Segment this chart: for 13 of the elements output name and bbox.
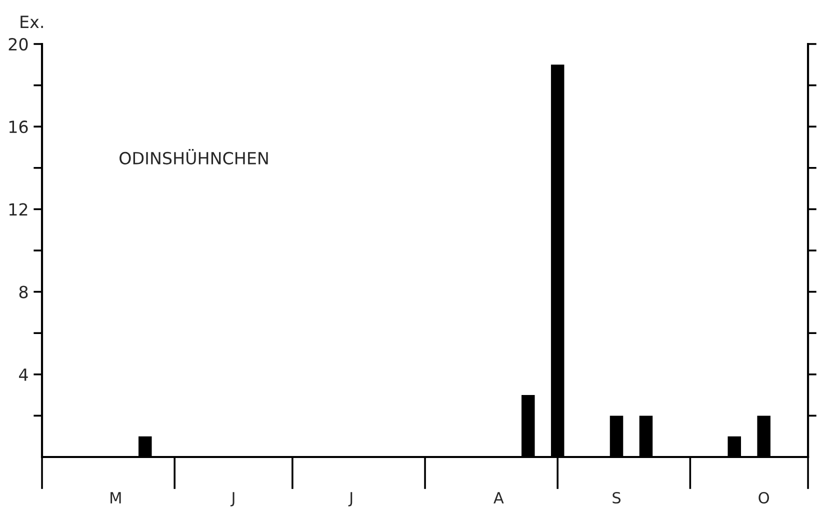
y-tick-label: 20 (8, 38, 28, 51)
y-tick-label: 16 (9, 120, 28, 134)
y-tick-label: 8 (19, 286, 28, 298)
x-tick-label: S (612, 492, 621, 504)
y-tick-label: 4 (19, 368, 28, 381)
x-tick-label: J (348, 492, 352, 506)
text: ODINSHÜHNCHEN (120, 149, 268, 164)
x-tick-label: O (758, 492, 769, 504)
x-tick-label: A (494, 492, 504, 504)
y-tick-label: 12 (9, 203, 28, 216)
x-tick-label: M (110, 492, 121, 504)
y-axis-title: Ex. (20, 16, 43, 28)
x-tick-label: J (230, 492, 234, 506)
